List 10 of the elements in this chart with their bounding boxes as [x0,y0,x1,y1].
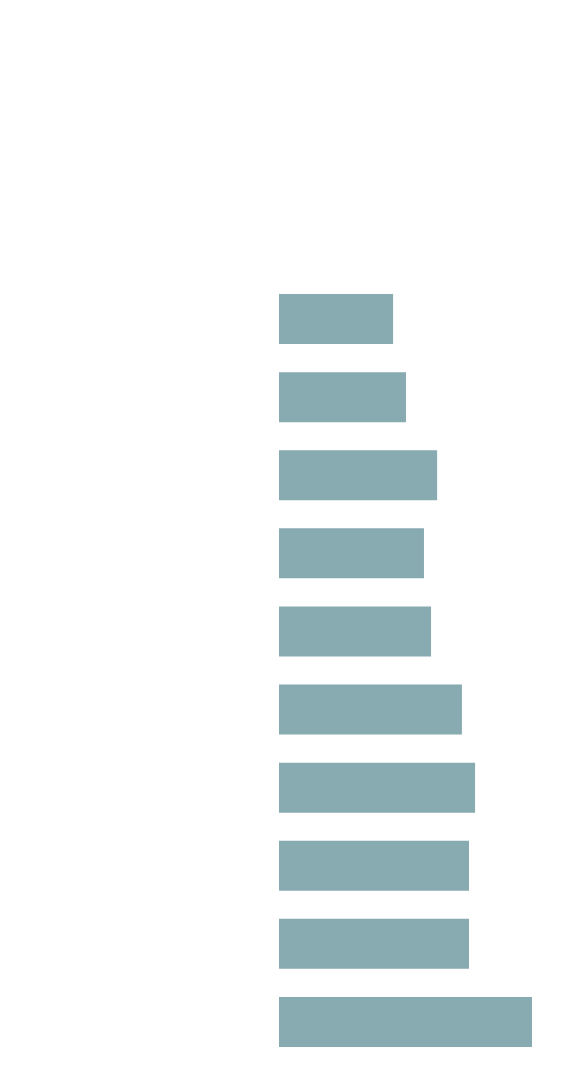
bar [279,606,432,657]
bar [279,294,394,345]
bar [279,450,438,501]
bar [279,372,407,423]
bar [279,528,424,579]
bar [279,762,476,813]
bar [279,918,469,969]
bar [279,684,462,735]
bar [279,840,469,891]
bar [279,996,532,1047]
